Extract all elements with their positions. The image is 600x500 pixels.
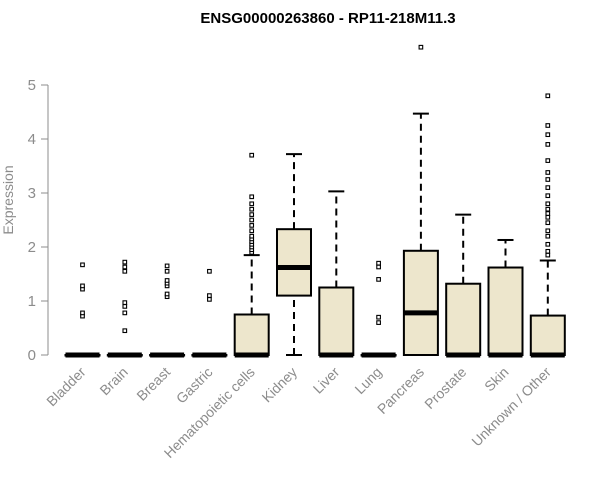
outlier-point	[249, 201, 255, 207]
outlier-point	[207, 297, 212, 302]
box-2	[149, 263, 186, 358]
outlier-point	[164, 268, 170, 274]
outlier-point	[249, 223, 255, 228]
outlier-point	[207, 293, 212, 298]
y-axis: 0 1 2 3 4 5	[28, 77, 49, 364]
boxes-layer	[64, 44, 566, 358]
outlier-point	[545, 214, 551, 220]
y-tick-label: 4	[28, 131, 36, 148]
outlier-point	[545, 93, 551, 99]
outlier-point	[122, 304, 128, 309]
outlier-point	[249, 233, 255, 239]
box-10	[487, 238, 524, 358]
outlier-point	[122, 259, 128, 265]
y-tick-label: 1	[28, 293, 36, 310]
outlier-point	[545, 177, 551, 182]
box-body	[445, 282, 482, 356]
box-body	[402, 249, 439, 356]
outlier-point	[545, 252, 551, 258]
x-tick-label: Unknown / Other	[468, 364, 554, 450]
outlier-point	[376, 277, 381, 282]
box-4	[233, 152, 270, 358]
outlier-point	[545, 170, 551, 175]
x-tick-label: Kidney	[259, 364, 301, 406]
box-9	[445, 213, 482, 358]
outlier-point	[376, 264, 381, 270]
outlier-point	[249, 152, 255, 158]
x-tick-label: Liver	[310, 364, 343, 397]
outlier-point	[545, 220, 551, 226]
outlier-point	[122, 264, 128, 270]
outlier-point	[122, 310, 128, 316]
outlier-point	[249, 206, 255, 212]
x-tick-label: Pancreas	[374, 364, 427, 417]
outlier-point	[164, 291, 170, 297]
outlier-point	[545, 211, 551, 216]
outlier-point	[249, 194, 255, 200]
outlier-point	[545, 201, 551, 207]
box-0	[64, 262, 101, 358]
box-body	[318, 286, 355, 356]
outlier-point	[545, 158, 551, 163]
outlier-point	[545, 123, 551, 128]
outlier-point	[545, 233, 551, 239]
box-3	[191, 268, 228, 358]
x-tick-label: Skin	[481, 364, 512, 395]
outlier-point	[545, 142, 551, 147]
outlier-point	[122, 268, 128, 274]
outlier-point	[545, 193, 551, 199]
x-tick-label: Prostate	[421, 364, 469, 412]
y-tick-label: 2	[28, 239, 36, 256]
box-body	[487, 266, 524, 356]
box-1	[106, 259, 143, 358]
y-tick-label: 3	[28, 185, 36, 202]
outlier-point	[545, 206, 551, 212]
box-8	[402, 44, 439, 356]
outlier-point	[545, 228, 551, 234]
box-body	[276, 228, 312, 297]
outlier-point	[122, 300, 128, 305]
box-6	[318, 190, 355, 358]
outlier-point	[545, 248, 551, 254]
x-tick-label: Brain	[96, 364, 130, 398]
outlier-point	[249, 212, 255, 217]
x-tick-label: Breast	[133, 364, 173, 404]
y-tick-label: 0	[28, 347, 36, 364]
outlier-point	[376, 320, 381, 325]
x-tick-label: Bladder	[43, 364, 89, 410]
outlier-point	[376, 314, 381, 320]
box-5	[276, 153, 312, 356]
outlier-point	[80, 310, 85, 316]
outlier-point	[249, 228, 255, 234]
y-tick-label: 5	[28, 77, 36, 94]
box-body	[529, 314, 566, 356]
outlier-point	[545, 132, 551, 138]
outlier-point	[545, 185, 551, 190]
outlier-point	[418, 44, 424, 50]
outlier-point	[376, 260, 381, 266]
outlier-point	[80, 283, 85, 289]
outlier-point	[249, 217, 255, 223]
box-11	[529, 93, 566, 358]
outlier-point	[80, 262, 85, 268]
y-axis-label: Expression	[0, 165, 16, 234]
outlier-point	[545, 241, 551, 247]
outlier-point	[164, 263, 170, 269]
outlier-point	[164, 278, 170, 283]
box-body	[233, 313, 270, 356]
box-7	[360, 260, 397, 358]
chart-title: ENSG00000263860 - RP11-218M11.3	[200, 10, 455, 27]
outlier-point	[122, 328, 128, 334]
outlier-point	[207, 268, 212, 274]
x-tick-label: Lung	[351, 364, 384, 397]
